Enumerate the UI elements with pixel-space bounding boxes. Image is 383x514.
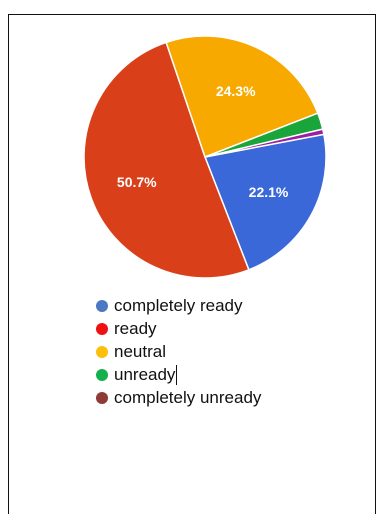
pie-slice-completely-ready bbox=[203, 133, 327, 271]
slice-label-ready: 50.7% bbox=[117, 174, 157, 190]
pie-slice-completely-unready bbox=[204, 128, 325, 158]
legend-swatch bbox=[96, 391, 108, 404]
legend-label: unready bbox=[114, 364, 176, 384]
legend-label: completely unready bbox=[114, 387, 262, 407]
legend-item-completely-ready: completely ready bbox=[96, 294, 261, 317]
legend-item-unready: unready bbox=[96, 363, 261, 386]
slice-label-completely-ready: 22.1% bbox=[249, 184, 289, 200]
pie-chart: 22.1% 50.7% 24.3% bbox=[83, 35, 327, 279]
legend-swatch bbox=[96, 345, 108, 358]
legend-label: completely ready bbox=[114, 295, 243, 315]
legend-label: neutral bbox=[114, 341, 166, 361]
legend-label: ready bbox=[114, 318, 157, 338]
legend: completely ready ready neutral unready c… bbox=[96, 294, 261, 409]
legend-swatch bbox=[96, 322, 108, 335]
text-cursor bbox=[176, 364, 178, 385]
legend-item-completely-unready: completely unready bbox=[96, 386, 261, 409]
pie-slice-neutral bbox=[165, 35, 319, 158]
legend-swatch bbox=[96, 299, 108, 312]
legend-item-neutral: neutral bbox=[96, 340, 261, 363]
pie-slice-ready bbox=[83, 41, 250, 279]
slice-label-neutral: 24.3% bbox=[216, 83, 256, 99]
legend-item-ready: ready bbox=[96, 317, 261, 340]
legend-swatch bbox=[96, 368, 108, 381]
